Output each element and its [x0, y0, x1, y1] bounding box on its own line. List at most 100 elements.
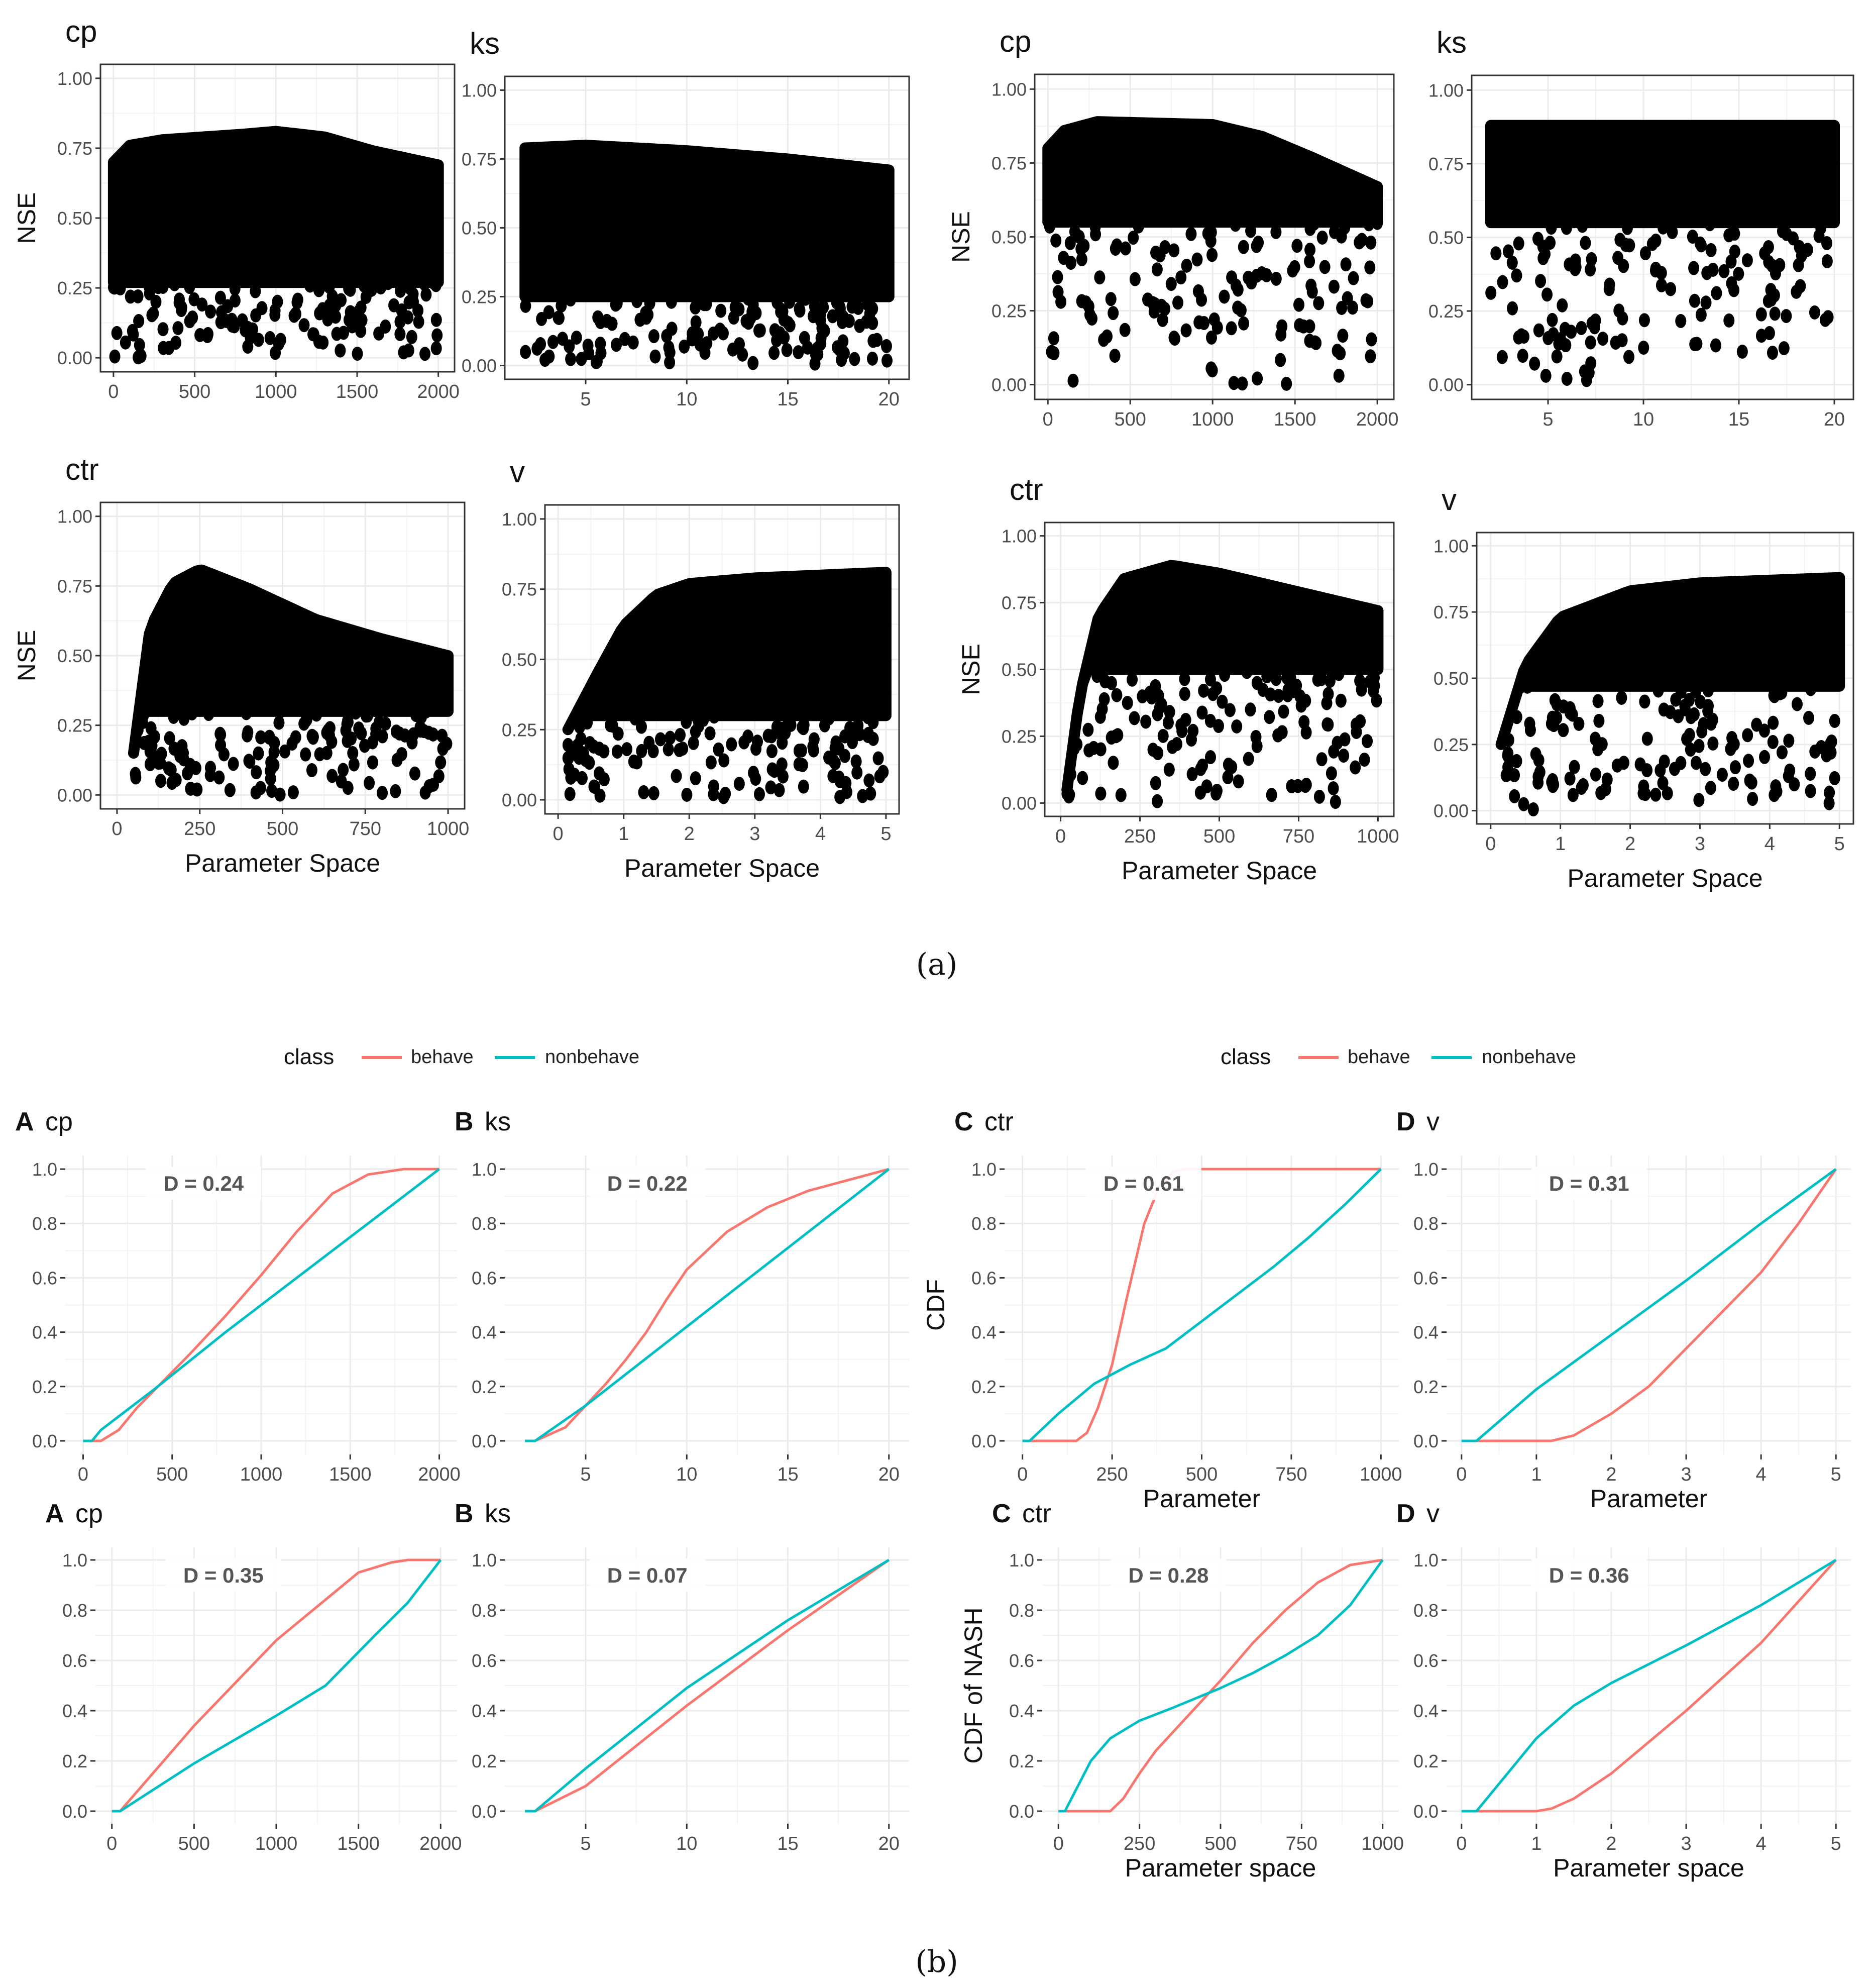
scatter-point — [1781, 309, 1792, 324]
scatter-point — [1767, 346, 1778, 360]
scatter-point — [1237, 376, 1248, 391]
scatter-point — [1511, 710, 1522, 724]
x-tick-label: 2000 — [418, 1464, 461, 1485]
scatter-point — [1272, 728, 1284, 743]
scatter-point — [1778, 341, 1790, 356]
scatter-point — [1567, 707, 1578, 722]
scatter-point — [273, 715, 285, 730]
scatter-point — [809, 356, 821, 371]
scatter-point — [326, 769, 338, 783]
y-tick-label: 0.4 — [971, 1322, 997, 1343]
scatter-point — [1122, 696, 1133, 710]
x-tick-label: 5 — [1542, 409, 1553, 430]
scatter-point — [1583, 366, 1595, 380]
d-label-box — [165, 1558, 281, 1592]
scatter-point — [1204, 713, 1216, 728]
scatter-point — [1098, 333, 1110, 347]
legend-nonbehave-label: nonbehave — [545, 1047, 639, 1068]
scatter-point — [1211, 681, 1223, 696]
x-tick-label: 2000 — [417, 381, 460, 402]
scatter-point — [880, 339, 892, 353]
cdf-line-nonbehave — [1058, 1559, 1384, 1813]
scatter-point — [1723, 313, 1735, 328]
scatter-point — [1639, 246, 1651, 261]
scatter-point — [1251, 268, 1263, 283]
scatter-point — [1330, 795, 1341, 809]
scatter-point — [1548, 327, 1559, 342]
scatter-point — [331, 327, 343, 341]
y-tick-label: 0.50 — [57, 646, 92, 666]
legend-title: class — [1221, 1044, 1271, 1069]
y-tick-label: 0.25 — [1002, 726, 1037, 747]
scatter-point — [871, 333, 883, 347]
scatter-point — [1069, 225, 1080, 239]
scatter-point — [1354, 674, 1366, 688]
scatter-point — [1527, 802, 1539, 817]
scatter-point — [390, 784, 401, 798]
scatter-point — [1802, 243, 1813, 257]
x-tick-label: 20 — [878, 1833, 900, 1854]
scatter-point — [816, 321, 828, 336]
scatter-point — [1140, 714, 1152, 729]
scatter-point — [1282, 688, 1293, 702]
chart-panel-b-left-ctr: 0.0 0.2 0.4 0.6 0.8 1.0 0 250 500 750 1000 D = 0.61… — [922, 1107, 1402, 1513]
scatter-point — [120, 335, 131, 350]
scatter-point — [406, 330, 417, 344]
y-tick-label: 1.00 — [1002, 526, 1037, 547]
scatter-point — [595, 315, 606, 330]
scatter-point — [779, 330, 790, 345]
scatter-point — [1044, 219, 1055, 234]
scatter-point — [187, 310, 198, 325]
scatter-point — [420, 287, 432, 302]
scatter-point — [1693, 793, 1705, 807]
scatter-point — [1219, 668, 1231, 682]
scatter-point — [535, 337, 546, 352]
panel-title: ctr — [1022, 1499, 1051, 1528]
scatter-point — [1333, 368, 1345, 383]
scatter-point — [1245, 702, 1256, 717]
scatter-point — [1291, 239, 1303, 253]
scatter-point — [306, 763, 317, 778]
y-tick-label: 0.6 — [32, 1268, 57, 1288]
scatter-point — [1511, 268, 1522, 283]
x-tick-label: 1000 — [1361, 1833, 1404, 1854]
scatter-point — [1657, 220, 1669, 235]
scatter-point — [1733, 266, 1744, 281]
scatter-point — [1593, 713, 1605, 728]
scatter-point — [690, 315, 702, 330]
scatter-point — [666, 322, 678, 336]
scatter-point — [1564, 771, 1576, 786]
scatter-point — [264, 331, 276, 345]
scatter-point — [364, 776, 375, 790]
scatter-point — [1206, 248, 1218, 262]
panel-title: cp — [1000, 25, 1031, 58]
scatter-point — [1529, 356, 1540, 371]
x-tick-label: 1 — [1555, 833, 1566, 855]
scatter-point — [1205, 750, 1217, 765]
scatter-point — [132, 289, 144, 303]
scatter-point — [1695, 307, 1707, 322]
y-tick-label: 1.00 — [502, 509, 537, 530]
scatter-point — [1245, 224, 1257, 238]
scatter-point — [1185, 227, 1197, 241]
scatter-point — [595, 346, 607, 360]
chart-panel-b-right-cp: 0.0 0.2 0.4 0.6 0.8 1.0 0 500 1000 1500 2000 D = 0.… — [45, 1499, 462, 1854]
panel-letter: C — [954, 1107, 973, 1136]
scatter-point — [1729, 244, 1740, 259]
scatter-point — [279, 744, 291, 759]
y-axis-label: CDF of NASH — [959, 1607, 987, 1763]
scatter-point — [640, 310, 652, 325]
panel-letter: C — [992, 1499, 1011, 1528]
x-tick-label: 5 — [880, 823, 891, 845]
scatter-point — [784, 294, 796, 309]
scatter-point — [431, 328, 443, 343]
scatter-point — [356, 726, 367, 741]
scatter-point — [144, 744, 156, 759]
chart-panel-b-left-v: 0.0 0.2 0.4 0.6 0.8 1.0 0 1 2 3 4 5 D = 0.31 D v Parame… — [1396, 1107, 1851, 1513]
scatter-point — [1795, 279, 1806, 293]
scatter-point — [1813, 229, 1825, 243]
scatter-point — [766, 744, 778, 759]
scatter-point — [1363, 217, 1375, 232]
cdf-line-nonbehave — [525, 1558, 890, 1813]
panel-letter: D — [1396, 1499, 1415, 1528]
